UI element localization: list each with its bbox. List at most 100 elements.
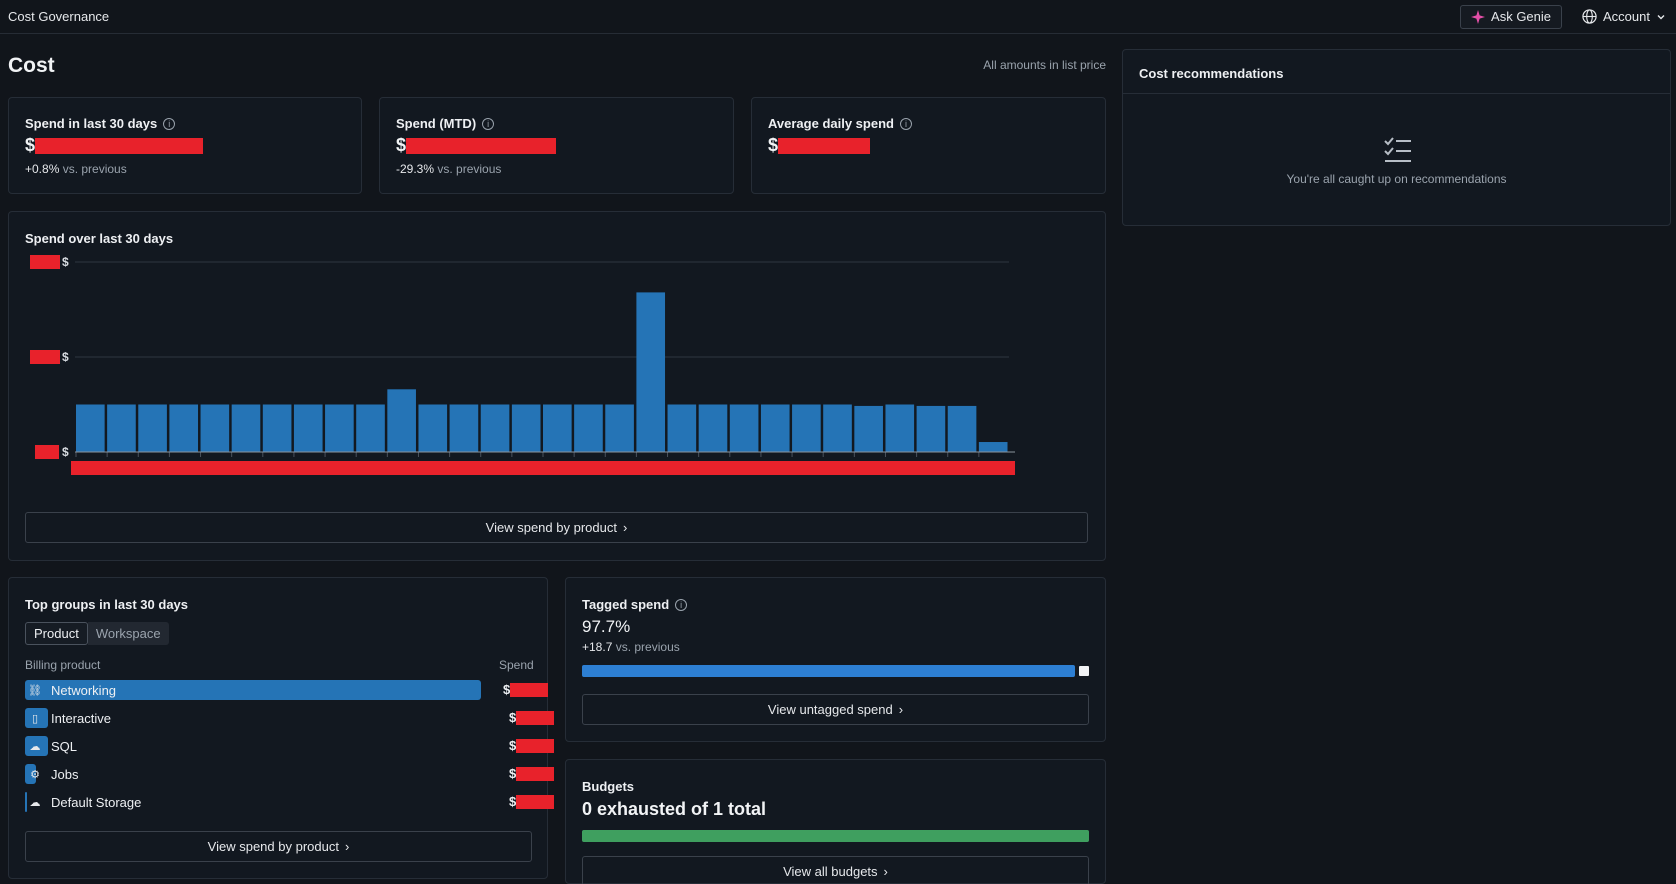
spend-bar [76, 404, 105, 452]
group-row-default-storage[interactable]: ☁ Default Storage [25, 792, 481, 812]
y-tick-label: $ [62, 350, 69, 364]
budgets-card: Budgets 0 exhausted of 1 total View all … [565, 759, 1106, 884]
info-icon[interactable]: i [482, 117, 495, 130]
info-icon[interactable]: i [163, 117, 176, 130]
metric-card-spend-30d: Spend in last 30 days i $ +0.8% vs. prev… [8, 97, 362, 194]
tab-product[interactable]: Product [25, 622, 88, 645]
spend-bar-chart: $ $ $ [30, 255, 1015, 475]
account-menu[interactable]: Account [1582, 9, 1666, 24]
checklist-icon [1384, 137, 1411, 162]
spend-bar [916, 405, 946, 452]
group-row-networking[interactable]: ⛓ Networking [25, 680, 481, 700]
recommendations-title: Cost recommendations [1139, 66, 1284, 81]
column-header-product: Billing product [25, 658, 101, 672]
view-spend-by-product-button[interactable]: View spend by product › [25, 512, 1088, 543]
group-share-bar [25, 792, 27, 812]
group-row-sql[interactable]: ☁ SQL [25, 736, 481, 756]
tagged-spend-value: 97.7% [582, 617, 631, 636]
spend-bar [792, 404, 821, 452]
tagged-spend-delta: +18.7 vs. previous [582, 640, 680, 654]
tagged-bar-fill [582, 665, 1075, 677]
metric-delta: -29.3% vs. previous [396, 162, 502, 176]
spend-bar [574, 404, 603, 452]
redacted-value [35, 137, 204, 154]
view-all-budgets-button[interactable]: View all budgets › [582, 856, 1089, 884]
spend-bar [138, 404, 167, 452]
storage-icon: ☁ [29, 796, 41, 809]
ask-genie-button[interactable]: Ask Genie [1460, 4, 1563, 29]
spend-bar [200, 404, 230, 452]
chart-title: Spend over last 30 days [25, 231, 174, 246]
spend-bar [325, 404, 354, 452]
group-row-interactive[interactable]: ▯ Interactive [25, 708, 481, 728]
column-header-spend: Spend [499, 658, 534, 672]
redacted-tick-value [30, 255, 60, 269]
spend-chart-card: Spend over last 30 days $ $ $ View spend b… [8, 211, 1106, 561]
cloud-sql-icon: ☁ [29, 740, 41, 753]
spend-bar [978, 442, 1008, 452]
spend-bar [480, 404, 510, 452]
page-title: Cost [8, 54, 55, 77]
tagged-spend-card: Tagged spend i 97.7% +18.7 vs. previous … [565, 577, 1106, 742]
spend-bar [169, 404, 199, 452]
chevron-right-icon: › [898, 702, 904, 717]
metric-value: $ [396, 135, 717, 156]
redacted-x-axis-labels [71, 461, 1015, 475]
chevron-down-icon [1657, 14, 1665, 19]
metric-card-avg-daily: Average daily spend i $ [751, 97, 1106, 194]
notebook-icon: ▯ [31, 712, 39, 725]
chevron-right-icon: › [622, 520, 628, 535]
app-title: Cost Governance [8, 9, 110, 24]
amounts-note: All amounts in list price [983, 58, 1106, 72]
view-spend-by-product-button-groups[interactable]: View spend by product › [25, 831, 532, 862]
group-spend-value: $ [509, 794, 555, 809]
metric-card-spend-mtd: Spend (MTD) i $ -29.3% vs. previous [379, 97, 734, 194]
group-row-jobs[interactable]: ⚙ Jobs [25, 764, 481, 784]
info-icon[interactable]: i [899, 117, 912, 130]
spend-bar [543, 404, 572, 452]
spend-bar [418, 404, 448, 452]
redacted-value [406, 137, 557, 154]
spend-bar [854, 405, 883, 452]
budgets-bar-track [582, 830, 1089, 842]
spend-bar [293, 404, 323, 452]
spend-bar [760, 404, 790, 452]
redacted-value [510, 682, 549, 697]
spend-bar [449, 404, 479, 452]
chevron-right-icon: › [344, 839, 350, 854]
ask-genie-label: Ask Genie [1491, 9, 1552, 24]
spend-bar [823, 404, 852, 452]
redacted-value [516, 766, 555, 781]
spend-bar [667, 404, 697, 452]
recommendations-divider [1123, 93, 1670, 94]
globe-icon [1582, 9, 1597, 24]
top-groups-card: Top groups in last 30 days Product Works… [8, 577, 555, 879]
budgets-summary: 0 exhausted of 1 total [582, 799, 767, 819]
spend-bar [947, 405, 977, 452]
spend-bar [356, 404, 385, 452]
redacted-value [516, 794, 555, 809]
view-untagged-spend-button[interactable]: View untagged spend › [582, 694, 1089, 725]
y-tick-label: $ [62, 445, 69, 459]
y-tick-label: $ [62, 255, 69, 269]
spend-bar [885, 404, 915, 452]
tagged-spend-title: Tagged spend i [582, 597, 688, 612]
redacted-value [516, 738, 555, 753]
redacted-tick-value [35, 445, 59, 459]
redacted-tick-value [30, 350, 60, 364]
metric-value: $ [25, 135, 345, 156]
spend-bar [729, 404, 759, 452]
spend-bar [605, 404, 634, 452]
spend-bar [107, 404, 136, 452]
spend-bar [387, 389, 416, 452]
redacted-value [516, 710, 555, 725]
group-share-bar [25, 680, 481, 700]
info-icon[interactable]: i [675, 598, 688, 611]
group-spend-value: $ [503, 682, 549, 697]
spend-bar [511, 404, 541, 452]
group-share-bar [25, 708, 48, 728]
spend-bar [636, 292, 666, 452]
recommendations-card: Cost recommendations You're all caught u… [1122, 49, 1671, 226]
redacted-value [778, 137, 871, 154]
tab-workspace[interactable]: Workspace [87, 622, 169, 645]
